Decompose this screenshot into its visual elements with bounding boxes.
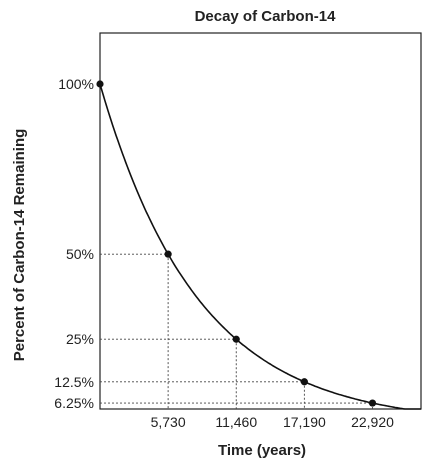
y-tick-label: 100% — [58, 76, 94, 92]
data-point — [300, 378, 308, 386]
y-tick-label: 6.25% — [54, 395, 94, 411]
y-tick-label: 50% — [66, 246, 94, 262]
chart-title: Decay of Carbon-14 — [195, 8, 337, 25]
decay-curve — [99, 83, 421, 410]
x-tick-label: 5,730 — [151, 414, 186, 430]
data-points — [96, 80, 377, 407]
y-axis-label: Percent of Carbon-14 Remaining — [11, 129, 28, 362]
guide-lines — [100, 253, 373, 409]
y-tick-label: 12.5% — [54, 374, 94, 390]
data-point — [368, 399, 377, 407]
data-point — [232, 335, 240, 343]
y-tick-label: 25% — [66, 331, 94, 347]
y-tick-labels: 100% 50% 25% 12.5% 6.25% — [54, 76, 94, 411]
x-tick-labels: 5,730 11,460 17,190 22,920 — [151, 414, 395, 430]
plot-frame — [99, 32, 422, 410]
x-tick-label: 11,460 — [215, 414, 257, 430]
data-point — [96, 80, 104, 88]
data-point — [164, 250, 172, 258]
x-axis-label: Time (years) — [218, 442, 306, 459]
x-tick-label: 22,920 — [351, 414, 394, 430]
x-tick-label: 17,190 — [283, 414, 326, 430]
